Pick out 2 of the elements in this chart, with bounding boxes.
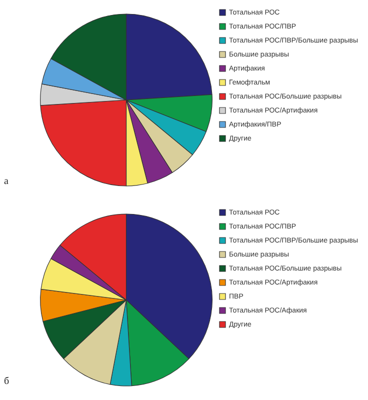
text: а	[4, 176, 9, 187]
text: б	[4, 376, 10, 387]
